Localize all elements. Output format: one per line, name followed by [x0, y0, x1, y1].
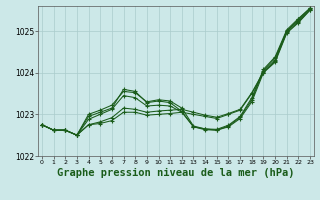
X-axis label: Graphe pression niveau de la mer (hPa): Graphe pression niveau de la mer (hPa) [57, 168, 295, 178]
